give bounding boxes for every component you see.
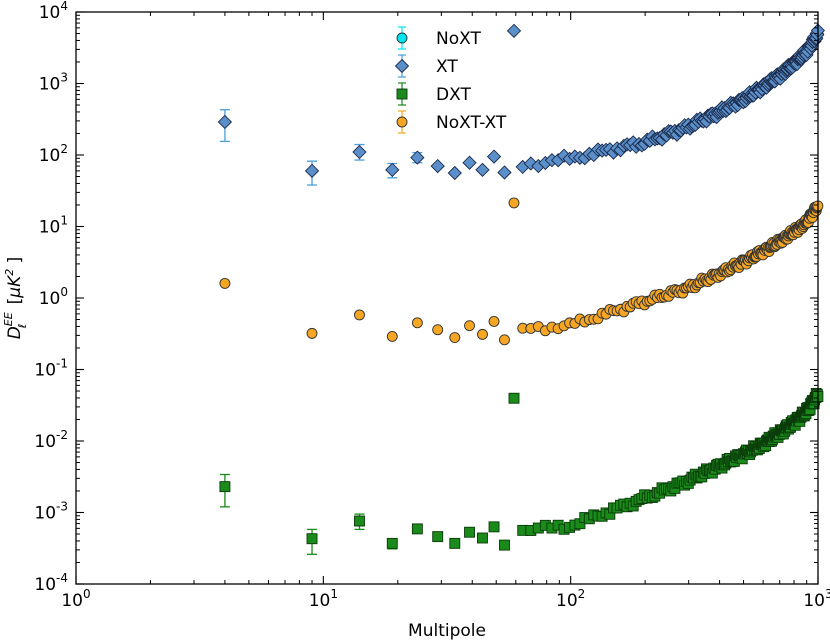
legend-entry: DXT (396, 82, 471, 106)
series-xt (217, 23, 826, 186)
data-point (432, 324, 444, 336)
data-point (506, 23, 522, 38)
x-tick-label: 102 (556, 587, 585, 611)
y-tick-label: 104 (39, 0, 68, 23)
data-point (477, 532, 488, 544)
legend-entry: NoXT-XT (396, 110, 507, 134)
legend-label: NoXT (436, 29, 481, 49)
data-point (508, 197, 520, 209)
y-tick-label: 102 (39, 142, 68, 166)
data-point (449, 537, 461, 549)
data-point (386, 537, 398, 549)
x-axis-label: Multipole (408, 621, 486, 640)
data-point (499, 334, 510, 346)
x-tick-label: 100 (61, 587, 90, 611)
x-tick-label: 103 (803, 587, 830, 611)
data-point (432, 531, 444, 543)
legend-marker (396, 116, 408, 128)
legend-label: XT (436, 57, 458, 77)
y-axis-label: DEEℓ [μK2 ] (2, 257, 29, 340)
data-point (219, 277, 231, 289)
ticks-layer: 100 101 102 103 10-4 10-3 10-2 10-1 100 101 102 103… (34, 0, 830, 611)
x-tick-label: 101 (309, 587, 338, 611)
data-point (410, 150, 425, 165)
data-point (464, 526, 475, 538)
data-point (497, 165, 512, 180)
y-tick-label: 10-3 (34, 500, 68, 524)
data-point (352, 144, 367, 160)
data-point (219, 481, 231, 493)
data-point (462, 155, 477, 170)
legend: NoXT XT DXT NoXT-XT (394, 26, 507, 134)
legend-marker (396, 32, 408, 44)
data-point (477, 328, 488, 340)
data-point (488, 315, 500, 327)
data-point (508, 392, 520, 404)
data-point (304, 163, 320, 178)
data-point (411, 317, 423, 329)
data-point (386, 330, 398, 342)
series-noxt-xt (219, 197, 824, 346)
svg-text:DEEℓ [μK2 ]: DEEℓ [μK2 ] (2, 257, 29, 340)
data-point (430, 158, 445, 174)
data-point (306, 533, 318, 545)
data-layer (217, 23, 826, 555)
data-point (411, 523, 423, 535)
data-point (354, 515, 365, 527)
y-tick-label: 10-4 (34, 571, 68, 595)
y-tick-label: 100 (39, 285, 68, 309)
data-point (306, 327, 318, 339)
y-tick-label: 10-1 (34, 357, 68, 381)
data-point (464, 320, 475, 332)
legend-marker (396, 88, 408, 100)
data-point (447, 165, 462, 181)
series-dxt (219, 388, 824, 555)
y-tick-label: 101 (39, 214, 68, 238)
y-tick-label: 103 (39, 71, 68, 95)
legend-label: DXT (436, 85, 471, 105)
data-point (475, 162, 490, 177)
legend-entry: NoXT (396, 26, 481, 50)
data-point (217, 114, 233, 130)
data-point (354, 309, 365, 321)
legend-marker (394, 58, 410, 74)
data-point (385, 162, 400, 177)
data-point (486, 149, 502, 164)
y-tick-label: 10-2 (34, 428, 68, 452)
legend-entry: XT (394, 54, 458, 78)
legend-label: NoXT-XT (436, 113, 507, 133)
data-point (449, 332, 461, 343)
data-point (488, 521, 500, 533)
data-point (499, 539, 510, 551)
